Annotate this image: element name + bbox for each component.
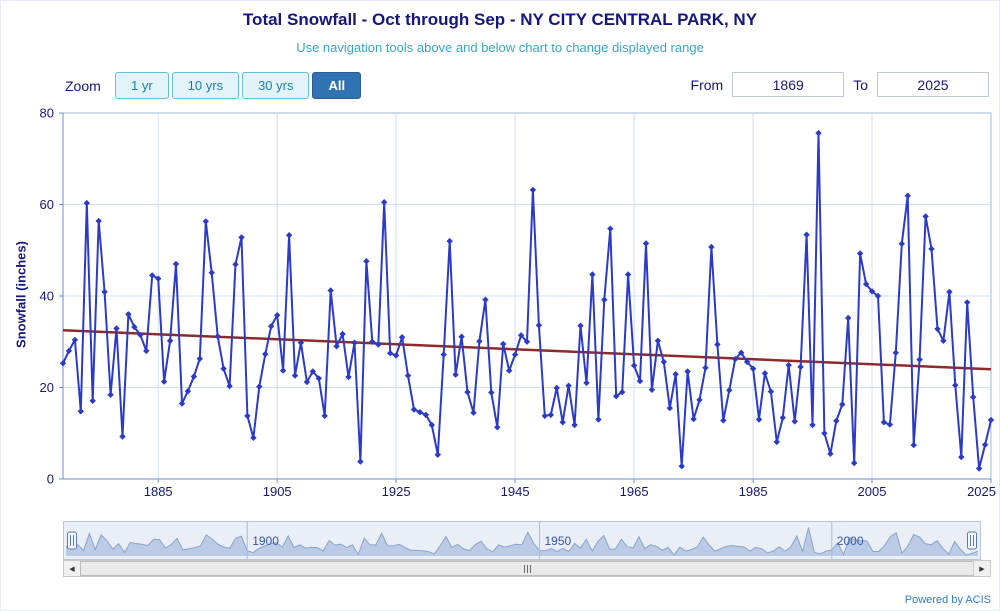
y-tick-label: 0 bbox=[47, 472, 54, 487]
zoom-button-group: 1 yr 10 yrs 30 yrs All bbox=[115, 72, 362, 99]
x-tick-label: 1905 bbox=[263, 484, 292, 499]
series-markers[interactable] bbox=[59, 129, 995, 472]
y-tick-label: 80 bbox=[40, 106, 54, 121]
zoom-button-30yrs[interactable]: 30 yrs bbox=[242, 72, 310, 99]
navigator-right-handle[interactable] bbox=[967, 531, 977, 550]
navigator-year-label: 1900 bbox=[252, 534, 279, 548]
navigator-area bbox=[66, 527, 978, 556]
zoom-button-1yr[interactable]: 1 yr bbox=[115, 72, 169, 99]
y-tick-label: 20 bbox=[40, 380, 54, 395]
x-tick-label: 1885 bbox=[144, 484, 173, 499]
to-label: To bbox=[853, 76, 868, 93]
range-navigator[interactable]: 1900 1950 2000 bbox=[63, 521, 981, 560]
chart-subtitle: Use navigation tools above and below cha… bbox=[296, 40, 704, 55]
main-snowfall-chart[interactable]: 0 20 40 60 80 1885 1905 1925 1945 1965 1985 2005 202… bbox=[1, 101, 1000, 501]
x-tick-label: 2005 bbox=[858, 484, 887, 499]
powered-by-acis-link[interactable]: Powered by ACIS bbox=[904, 594, 991, 606]
to-year-input[interactable] bbox=[877, 72, 989, 97]
y-tick-label: 60 bbox=[40, 197, 54, 212]
x-tick-label: 1945 bbox=[501, 484, 530, 499]
from-year-input[interactable] bbox=[732, 72, 845, 97]
x-tick-label: 2025 bbox=[967, 484, 996, 499]
zoom-button-all[interactable]: All bbox=[312, 72, 362, 99]
y-tick-label: 40 bbox=[40, 289, 54, 304]
series-line[interactable] bbox=[62, 132, 992, 470]
scrollbar[interactable]: ◀ ▶ bbox=[63, 560, 991, 577]
navigator-year-label: 1950 bbox=[545, 534, 572, 548]
navigator-year-label: 2000 bbox=[837, 534, 864, 548]
from-label: From bbox=[690, 76, 724, 93]
scrollbar-right-arrow-icon[interactable]: ▶ bbox=[973, 561, 990, 576]
x-tick-label: 1985 bbox=[739, 484, 768, 499]
zoom-label: Zoom bbox=[65, 78, 101, 94]
scrollbar-left-arrow-icon[interactable]: ◀ bbox=[64, 561, 81, 576]
scrollbar-grip-icon bbox=[523, 564, 531, 573]
navigator-mask[interactable] bbox=[64, 522, 980, 559]
navigator-area-line bbox=[65, 527, 979, 557]
chart-title: Total Snowfall - Oct through Sep - NY CI… bbox=[242, 10, 758, 29]
x-tick-label: 1925 bbox=[382, 484, 411, 499]
range-controls: From To bbox=[691, 72, 989, 97]
scrollbar-thumb[interactable] bbox=[80, 561, 974, 576]
zoom-button-10yrs[interactable]: 10 yrs bbox=[171, 72, 240, 99]
x-tick-label: 1965 bbox=[620, 484, 649, 499]
navigator-left-handle[interactable] bbox=[67, 531, 77, 550]
